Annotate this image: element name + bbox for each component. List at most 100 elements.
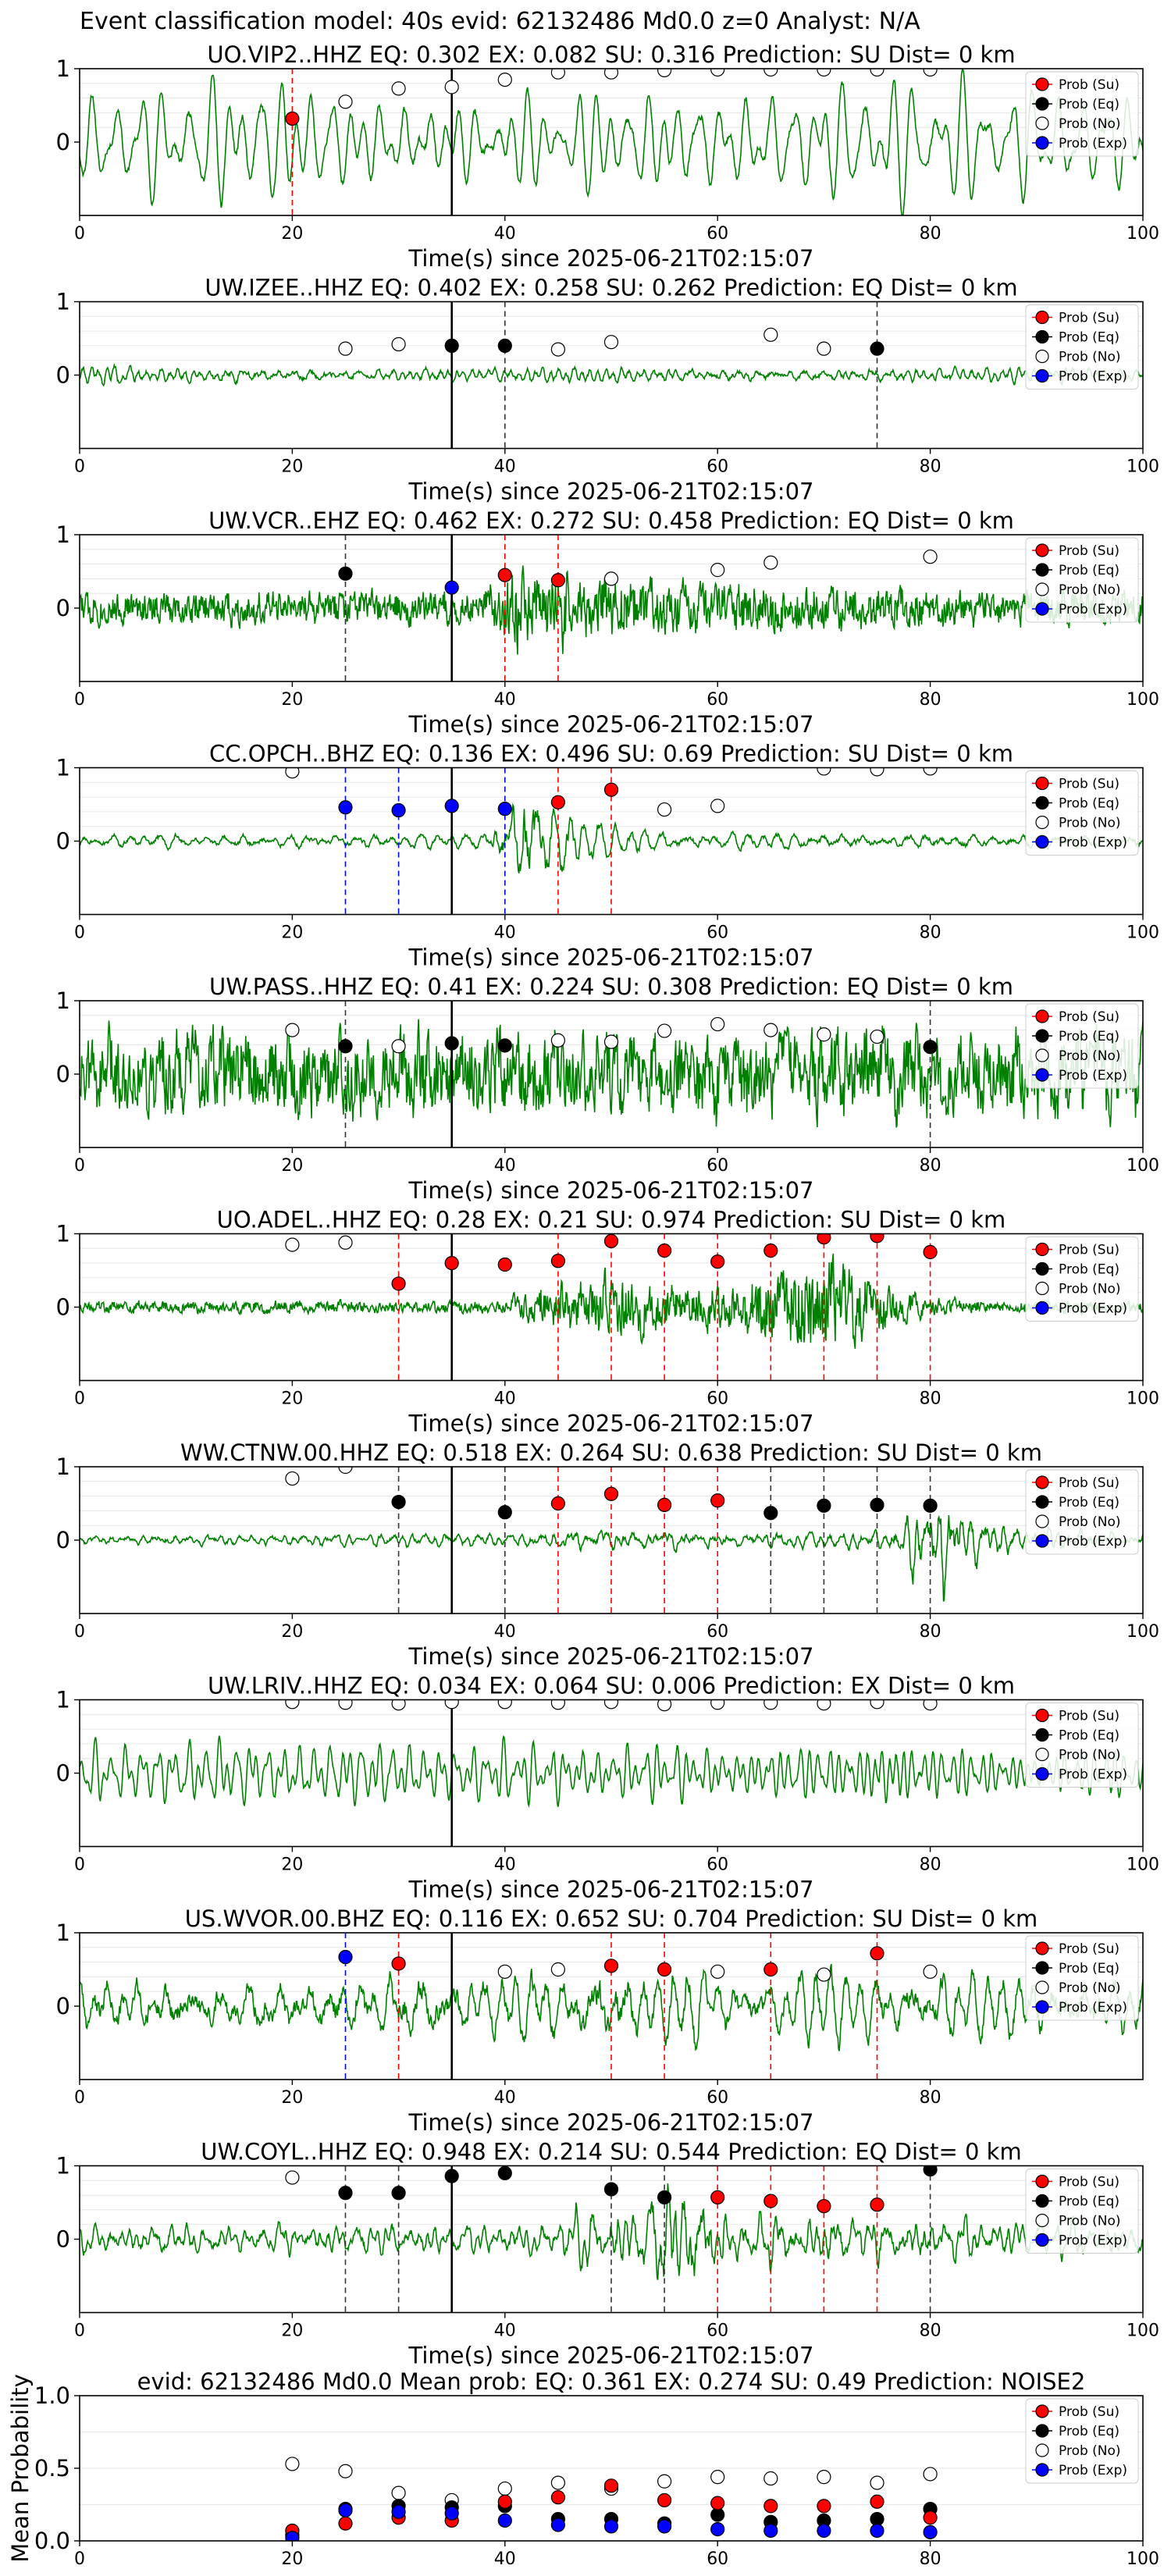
prob-marker-eq — [870, 341, 884, 356]
station-panel: UW.LRIV..HHZ EQ: 0.034 EX: 0.064 SU: 0.0… — [56, 1673, 1159, 1903]
legend-label-exp: Prob (Exp) — [1059, 602, 1127, 617]
legend-marker-eq — [1035, 1727, 1049, 1742]
x-axis-label: Time(s) since 2025-06-21T02:15:07 — [408, 1177, 814, 1204]
legend-marker-eq — [1035, 97, 1049, 111]
legend-label-exp: Prob (Exp) — [1059, 136, 1127, 151]
legend-marker-no — [1035, 1048, 1049, 1062]
waveform-trace — [80, 1963, 1143, 2051]
waveform-trace — [80, 565, 1143, 655]
x-tick-label: 80 — [920, 224, 941, 244]
x-axis-label: Time(s) since 2025-06-21T02:15:07 — [408, 245, 814, 272]
panel-title: CC.OPCH..BHZ EQ: 0.136 EX: 0.496 SU: 0.6… — [209, 741, 1013, 767]
prob-marker-no — [923, 1964, 938, 1979]
legend-box — [1025, 2398, 1139, 2484]
legend-marker-su — [1035, 77, 1049, 91]
legend-label-exp: Prob (Exp) — [1059, 1068, 1127, 1083]
prob-marker-no — [710, 1699, 725, 1710]
prob-marker-exp — [710, 2522, 725, 2537]
x-tick-label: 80 — [920, 1622, 941, 1642]
legend-marker-no — [1035, 1514, 1049, 1528]
legend-box — [1025, 304, 1139, 390]
panel-title: UW.IZEE..HHZ EQ: 0.402 EX: 0.258 SU: 0.2… — [205, 275, 1017, 301]
y-tick-label: 0 — [56, 362, 70, 389]
x-tick-label: 80 — [920, 2549, 941, 2569]
x-tick-label: 40 — [494, 1622, 516, 1642]
plot-area — [80, 2165, 1143, 2313]
prob-marker-no — [550, 1033, 566, 1048]
prob-marker-su — [817, 2499, 831, 2514]
prob-marker-no — [763, 327, 778, 342]
y-tick-label: 1 — [56, 1920, 70, 1946]
x-tick-label: 100 — [1127, 2322, 1159, 2341]
prob-marker-no — [444, 80, 459, 94]
x-tick-label: 20 — [281, 1856, 303, 1875]
x-tick-label: 80 — [920, 1389, 941, 1409]
legend-label-eq: Prob (Eq) — [1059, 2194, 1119, 2210]
prob-marker-exp — [657, 2519, 672, 2534]
plot-area — [80, 767, 1143, 915]
prob-marker-no — [338, 341, 353, 356]
legend-label-su: Prob (Su) — [1059, 1941, 1119, 1957]
legend-marker-su — [1035, 776, 1049, 791]
legend-box — [1025, 1003, 1139, 1089]
prob-marker-su — [870, 1946, 884, 1961]
y-tick-label: 1.0 — [34, 2382, 70, 2409]
legend-label-no: Prob (No) — [1059, 350, 1121, 365]
x-axis-label: Time(s) since 2025-06-21T02:15:07 — [408, 479, 814, 505]
prob-marker-no — [710, 69, 725, 77]
y-tick-label: 0 — [56, 1527, 70, 1553]
prob-marker-no — [710, 799, 725, 813]
prob-marker-eq — [923, 1498, 938, 1513]
legend-marker-exp — [1035, 1068, 1049, 1082]
axes-frame — [79, 1699, 1144, 1848]
prob-marker-no — [550, 2475, 566, 2490]
legend-label-no: Prob (No) — [1059, 1282, 1121, 1297]
prob-marker-no — [763, 1023, 778, 1037]
legend-marker-su — [1035, 2174, 1049, 2189]
legend-marker-exp — [1035, 834, 1049, 849]
prob-marker-su — [923, 2510, 938, 2525]
prob-marker-eq — [391, 2186, 406, 2201]
y-tick-label: 1 — [56, 1687, 70, 1713]
waveform-trace — [80, 2183, 1143, 2280]
waveform-trace — [80, 1019, 1143, 1128]
x-tick-label: 60 — [707, 2088, 728, 2108]
legend-marker-eq — [1035, 1029, 1049, 1043]
prob-marker-no — [285, 1237, 300, 1252]
legend-label-exp: Prob (Exp) — [1059, 2000, 1127, 2016]
prob-marker-no — [444, 1699, 459, 1710]
prob-marker-no — [870, 767, 884, 777]
prob-marker-su — [657, 1497, 672, 1512]
x-tick-label: 80 — [920, 923, 941, 943]
x-tick-label: 100 — [1127, 457, 1159, 477]
x-tick-label: 80 — [920, 1156, 941, 1176]
plot-area — [80, 1933, 1143, 2080]
prob-marker-su — [710, 2496, 725, 2510]
prob-marker-no — [338, 94, 353, 109]
prob-marker-no — [603, 69, 619, 80]
legend-label-no: Prob (No) — [1059, 816, 1121, 831]
x-tick-label: 20 — [281, 1389, 303, 1409]
prob-marker-su — [550, 1254, 566, 1268]
prob-marker-no — [550, 1699, 565, 1710]
prob-marker-su — [870, 1233, 884, 1244]
x-axis-label: Time(s) since 2025-06-21T02:15:07 — [408, 1877, 814, 1903]
prob-marker-no — [817, 767, 831, 776]
prob-marker-su — [497, 1257, 512, 1272]
x-tick-label: 100 — [1127, 1856, 1159, 1875]
prob-marker-su — [710, 1254, 725, 1269]
x-tick-label: 20 — [281, 457, 303, 477]
waveform-trace — [80, 1253, 1143, 1349]
station-panel: US.WVOR.00.BHZ EQ: 0.116 EX: 0.652 SU: 0… — [56, 1905, 1144, 2136]
prob-marker-no — [550, 69, 565, 80]
x-tick-label: 20 — [281, 923, 303, 943]
x-tick-label: 20 — [281, 2088, 303, 2108]
station-panel: UW.PASS..HHZ EQ: 0.41 EX: 0.224 SU: 0.30… — [56, 973, 1159, 1204]
prob-marker-su — [550, 2490, 566, 2505]
legend-label-no: Prob (No) — [1059, 1048, 1121, 1064]
prob-marker-no — [391, 1039, 406, 1054]
legend-marker-su — [1035, 543, 1049, 557]
grid-group — [80, 1001, 1143, 1060]
prob-marker-eq — [391, 1495, 406, 1510]
prob-marker-no — [923, 69, 938, 77]
